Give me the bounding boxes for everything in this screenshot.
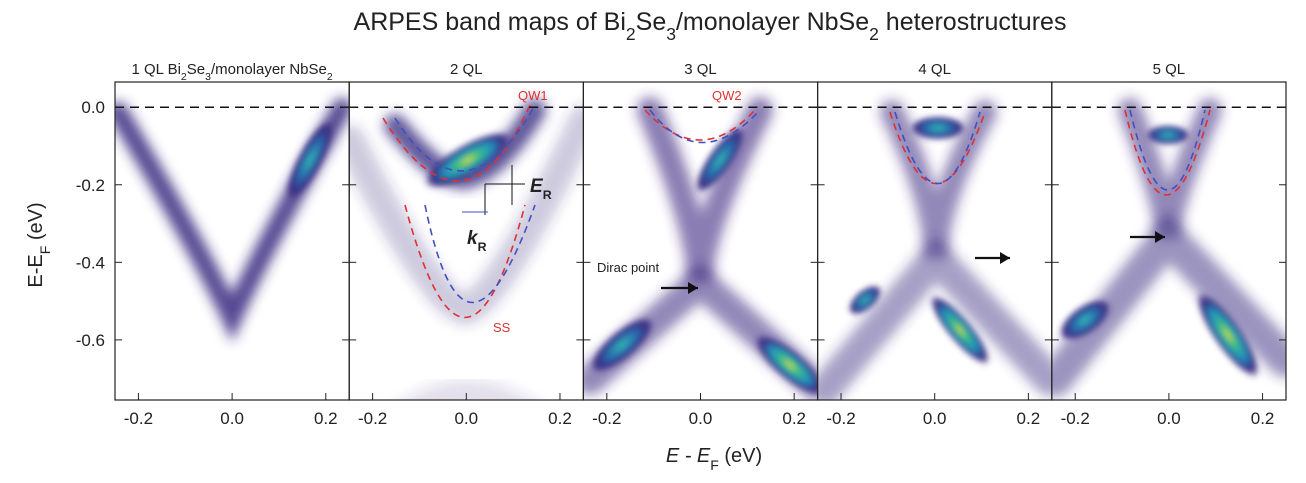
text-part: ARPES band maps of Bi [354,8,626,36]
annotation: QW1 [518,88,548,103]
y-tick-label: -0.2 [76,176,105,195]
subscript: R [543,188,552,202]
subscript: F [710,457,719,473]
x-tick-label: 0.0 [923,409,947,428]
model-curve [424,204,536,304]
arrow-head [688,282,698,294]
text-part: E-E [25,254,47,287]
intensity [590,317,654,373]
subscript: F [37,246,53,255]
model-curve [394,104,536,172]
text-part: Se [636,8,667,36]
intensity [754,334,818,396]
y-tick-label: 0.0 [81,98,105,117]
model-curve [1129,109,1206,191]
model-curve [649,109,761,144]
panel: 4 QL -0.2 0.0 0.2 [816,61,1053,428]
band-map [817,100,1052,400]
intensity [1196,291,1260,379]
panel-label: 5 QL [1153,61,1186,78]
model-curve [644,109,756,141]
subscript: 2 [181,71,187,83]
x-tick-label: 0.2 [782,409,806,428]
intensity [929,294,991,366]
figure-title: ARPES band maps of Bi2Se3/monolayer NbSe… [354,8,1067,44]
text-part: 1 QL Bi [131,61,180,78]
text-part: E [530,176,544,197]
panel: 5 QL -0.2 0.0 0.2 [1051,61,1287,428]
panel: 1 QL Bi2Se3/monolayer NbSe20.0-0.2-0.4-0… [76,61,350,428]
text-part: 4 QL [918,61,951,78]
panel-label: 2 QL [450,61,483,78]
y-tick-label: -0.6 [76,331,105,350]
x-tick-label: -0.2 [358,409,387,428]
intensity [910,116,966,140]
intensity [1146,125,1190,145]
subscript: R [478,240,487,254]
text-part: (eV) [25,202,47,245]
annotation: Dirac point [597,260,660,275]
intensity [1059,299,1111,341]
subscript: 3 [666,24,676,44]
y-axis-label: E-EF (eV) [25,202,53,287]
x-tick-label: 0.0 [454,409,478,428]
arrow-head [1155,231,1165,243]
x-tick-label: -0.2 [592,409,621,428]
band [1051,211,1287,397]
text-part: heterostructures [879,8,1067,36]
arrow-head [1000,252,1010,264]
subscript: 2 [869,24,879,44]
annotation: SS [493,320,511,335]
annotation: ER [530,176,552,202]
intensity [423,131,513,189]
band-map [583,97,818,400]
model-curve [1124,109,1211,196]
subscript: 2 [626,24,636,44]
subscript: 2 [327,71,333,83]
text-part: 2 QL [450,61,483,78]
x-tick-label: 0.0 [689,409,713,428]
x-tick-label: -0.2 [124,409,153,428]
x-tick-label: 0.0 [1157,409,1181,428]
panel-label: 4 QL [918,61,951,78]
band [817,233,1052,400]
text-part: E [666,445,680,467]
panel: 3 QL -0.2 0.0 0.2 QW2 Dirac point [582,61,819,428]
x-axis-label: E - EF (eV) [666,445,762,473]
panel-frame [114,81,350,401]
model-curve [894,111,981,185]
panel-label: 3 QL [684,61,717,78]
x-tick-label: 0.0 [220,409,244,428]
text-part: 5 QL [1153,61,1186,78]
x-tick-label: -0.2 [1061,409,1090,428]
x-tick-label: 0.2 [548,409,572,428]
band-map [115,98,350,343]
text-part: Se [187,61,205,78]
subscript: 3 [205,71,211,83]
text-part: /monolayer NbSe [211,61,327,78]
panel-label: 1 QL Bi2Se3/monolayer NbSe2 [131,61,332,83]
intensity [286,119,334,201]
text-part: - E [679,445,711,467]
band-map [1051,98,1287,397]
x-tick-label: 0.2 [1017,409,1041,428]
x-tick-label: 0.2 [314,409,338,428]
x-tick-label: 0.2 [1251,409,1275,428]
text-part: /monolayer NbSe [676,8,869,36]
annotation: kR [467,228,487,254]
text-part: k [467,228,479,249]
model-curve [404,204,526,318]
x-tick-label: -0.2 [826,409,855,428]
intensity [695,126,745,194]
annotation: QW2 [712,88,742,103]
band-map [349,99,584,400]
band [349,105,584,326]
text-part: 3 QL [684,61,717,78]
panels: 1 QL Bi2Se3/monolayer NbSe20.0-0.2-0.4-0… [76,61,1287,428]
text-part: (eV) [719,445,762,467]
intensity [848,285,882,315]
y-tick-label: -0.4 [76,253,105,272]
